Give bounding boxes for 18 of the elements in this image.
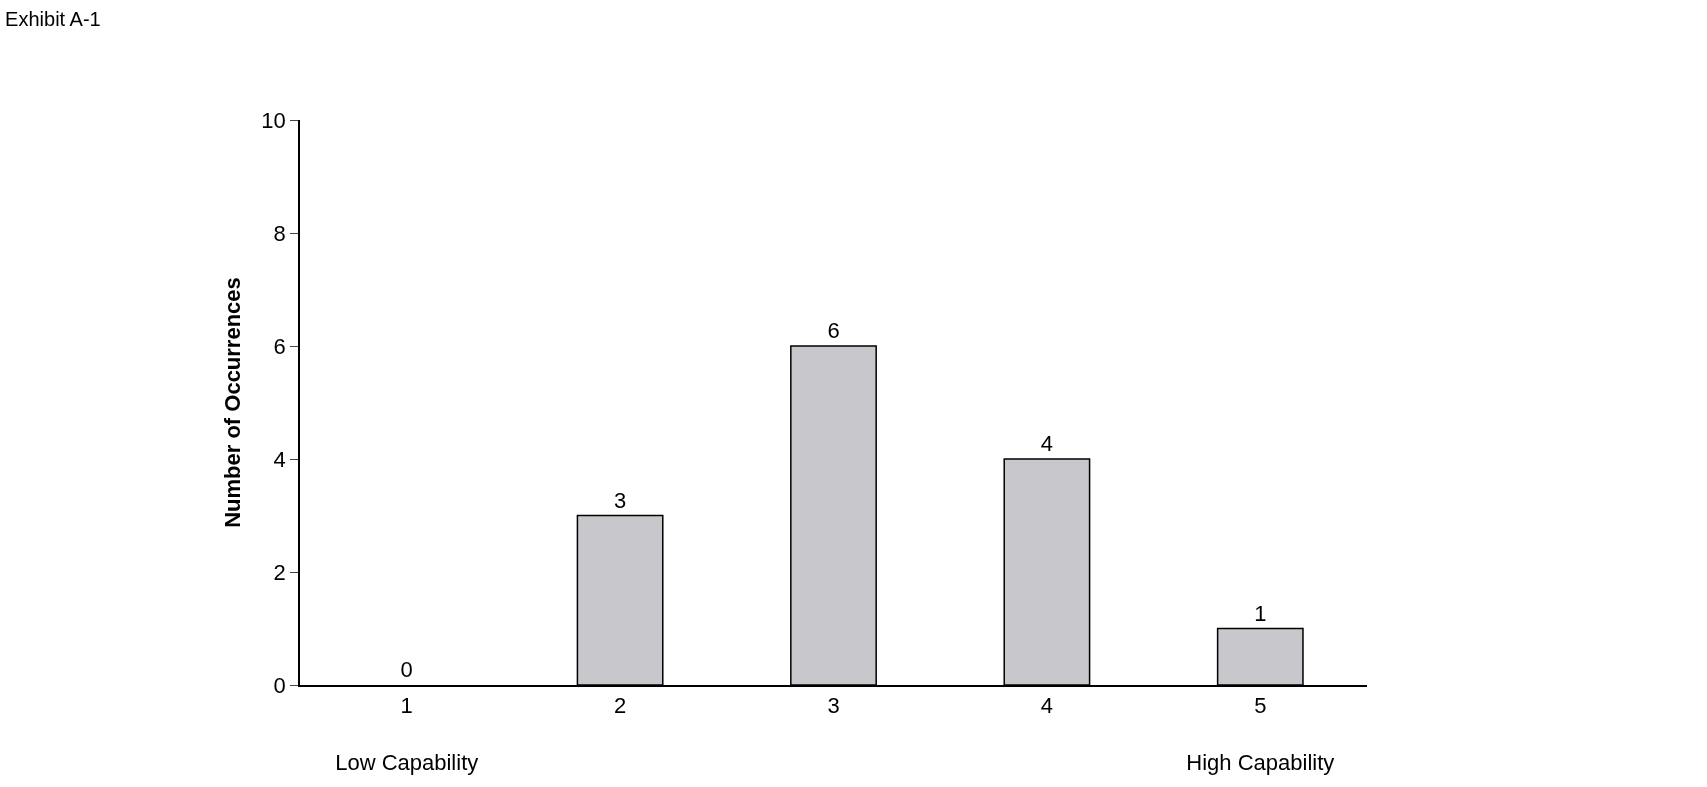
y-tick-label: 8	[273, 220, 286, 246]
y-tick-label: 6	[273, 333, 286, 359]
y-tick-label: 2	[273, 559, 286, 585]
y-tick-label: 0	[273, 672, 286, 698]
category-label: 5 High Capability	[1186, 693, 1335, 776]
data-label: 6	[827, 318, 840, 343]
y-tick-label: 4	[273, 446, 286, 472]
y-axis-title: Number of Occurrences	[219, 277, 245, 528]
data-label: 3	[613, 487, 627, 513]
x-tick-label: 3	[827, 693, 840, 719]
y-tick-label: 10	[261, 107, 286, 133]
data-label: 0	[400, 657, 413, 682]
category-label: 1 Low Capability	[335, 693, 479, 776]
x-tick-label: 4	[1040, 693, 1054, 719]
data-label: 4	[1040, 431, 1054, 456]
data-label: 1	[1254, 600, 1267, 626]
text: Exhibit A-1	[5, 7, 101, 30]
x-tick-label: 2	[613, 693, 627, 719]
